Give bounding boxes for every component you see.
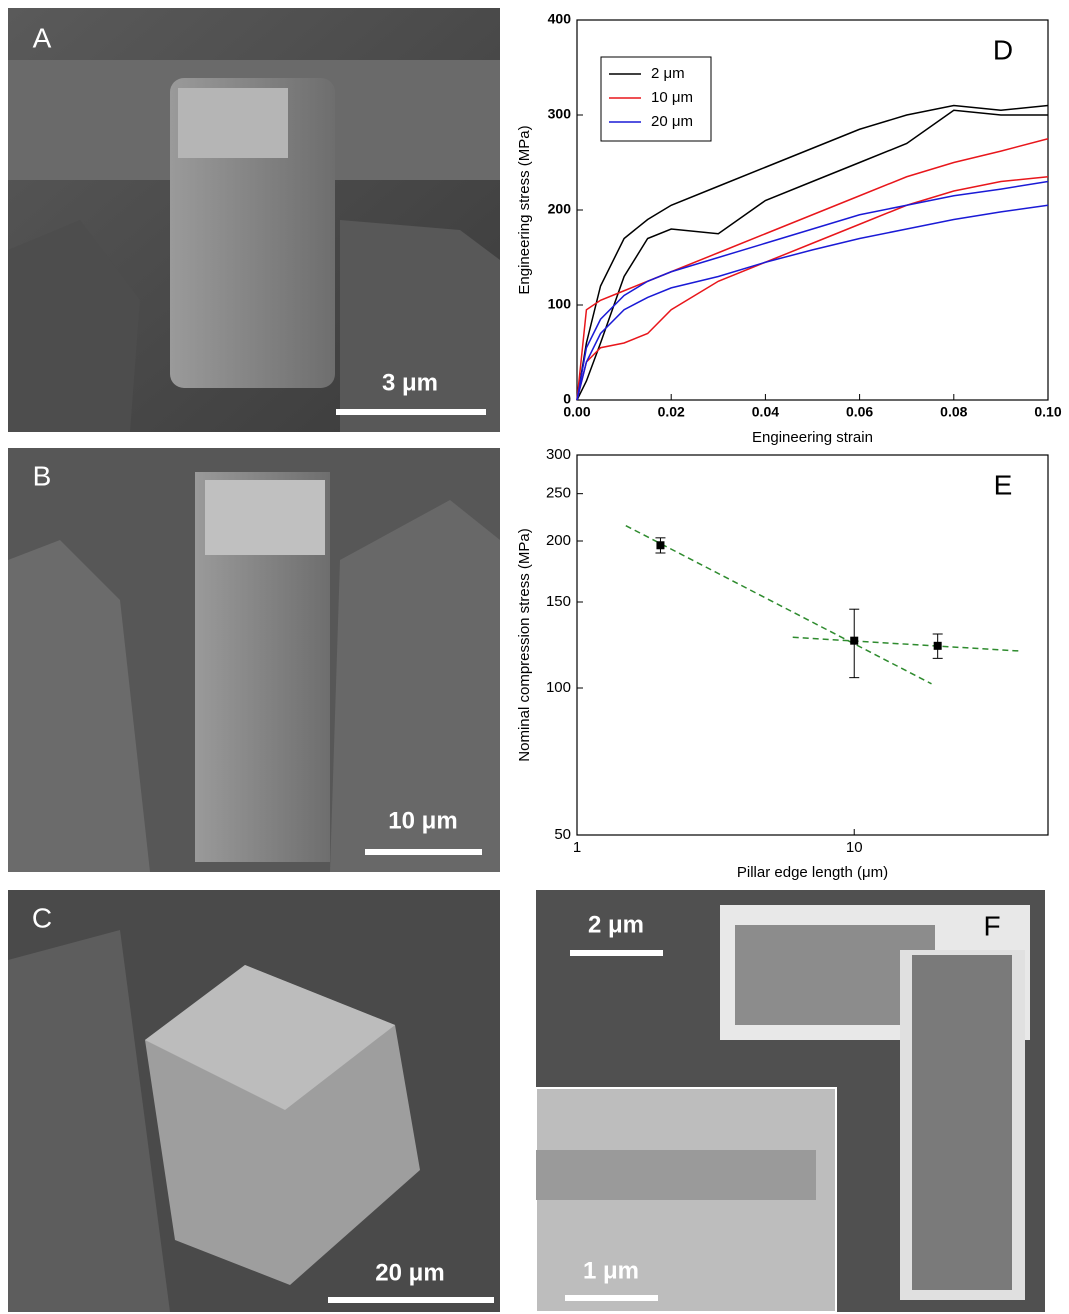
x-axis-label: Engineering strain <box>752 429 873 446</box>
y-tick-label: 100 <box>548 296 572 312</box>
x-tick-label: 0.10 <box>1034 404 1061 420</box>
y-tick-label: 250 <box>546 485 571 502</box>
y-tick-label: 150 <box>546 593 571 610</box>
series-line <box>577 205 1048 400</box>
panel-label: A <box>33 22 52 53</box>
panel-label: F <box>983 910 1000 941</box>
series-line <box>577 139 1048 400</box>
plot-frame <box>577 455 1048 835</box>
figure: A3 μmB10 μmC20 μmF2 μm1 μm0.000.020.040.… <box>0 0 1069 1314</box>
y-tick-label: 200 <box>546 532 571 549</box>
scale-bar-label: 3 μm <box>382 369 438 396</box>
y-tick-label: 300 <box>548 106 572 122</box>
legend-label: 20 μm <box>651 113 693 130</box>
y-tick-label: 300 <box>546 446 571 463</box>
x-tick-label: 0.08 <box>940 404 967 420</box>
data-point <box>656 541 664 549</box>
panel-label: B <box>33 460 52 491</box>
y-axis-label: Nominal compression stress (MPa) <box>516 528 533 761</box>
y-tick-label: 200 <box>548 201 572 217</box>
x-axis-label: Pillar edge length (μm) <box>737 864 888 881</box>
series-line <box>577 110 1048 400</box>
fit-line <box>793 637 1021 651</box>
y-tick-label: 400 <box>548 11 572 27</box>
sem-image-c <box>8 890 500 1312</box>
scale-bar-label: 10 μm <box>388 807 457 834</box>
series-line <box>577 106 1048 401</box>
panel-label: C <box>32 902 52 933</box>
data-point <box>850 637 858 645</box>
series-line <box>577 177 1048 400</box>
y-tick-label: 100 <box>546 679 571 696</box>
y-tick-label: 0 <box>563 391 571 407</box>
data-point <box>934 642 942 650</box>
panel-label: E <box>994 469 1013 500</box>
x-tick-label: 1 <box>573 839 581 856</box>
scale-bar-label: 20 μm <box>375 1259 444 1286</box>
y-tick-label: 50 <box>554 826 571 843</box>
fit-line <box>626 526 932 684</box>
scale-bar-label: 2 μm <box>588 911 644 938</box>
y-axis-label: Engineering stress (MPa) <box>516 125 533 294</box>
panel-label: D <box>993 34 1013 65</box>
legend-label: 2 μm <box>651 65 685 82</box>
x-tick-label: 0.06 <box>846 404 873 420</box>
x-tick-label: 0.02 <box>658 404 685 420</box>
x-tick-label: 10 <box>846 839 863 856</box>
inset-scale-bar-label: 1 μm <box>583 1257 639 1284</box>
legend-label: 10 μm <box>651 89 693 106</box>
x-tick-label: 0.04 <box>752 404 779 420</box>
